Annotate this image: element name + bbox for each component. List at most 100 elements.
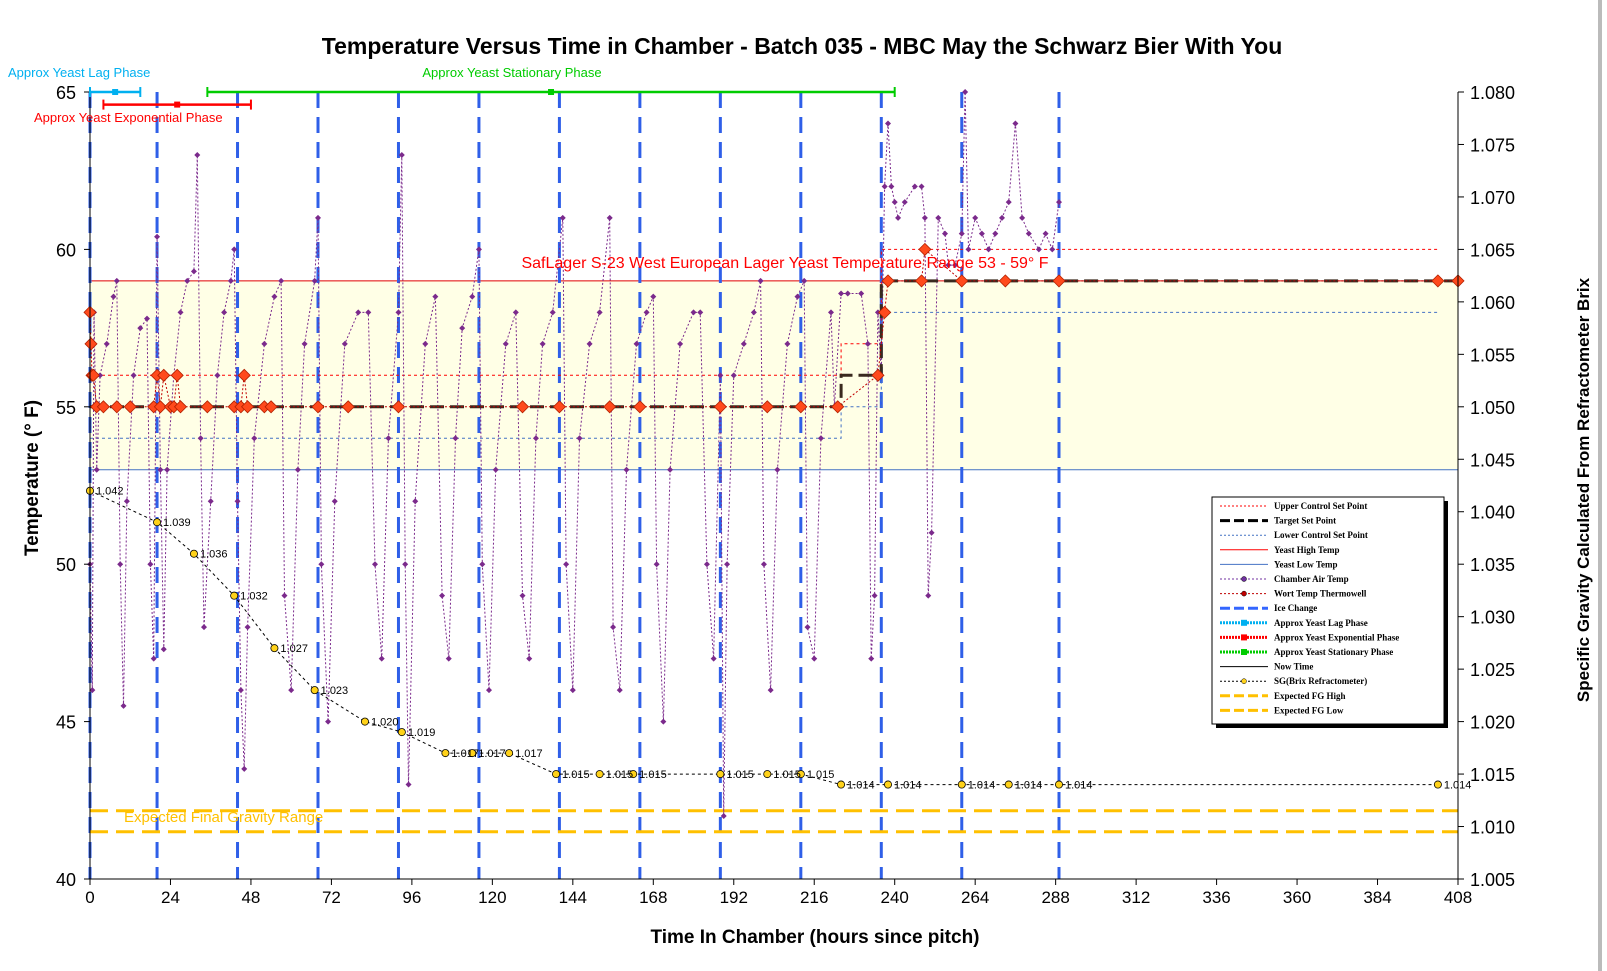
chamber-air-temp-point: [214, 372, 221, 379]
sg-data-label: 1.042: [96, 486, 124, 498]
chamber-air-temp-point: [194, 151, 201, 158]
sg-data-label: 1.017: [515, 748, 543, 760]
chamber-air-temp-point: [888, 183, 895, 190]
chamber-air-temp-point: [532, 435, 539, 442]
chart-title: Temperature Versus Time in Chamber - Bat…: [322, 33, 1283, 59]
y2-tick-label: 1.080: [1470, 83, 1515, 103]
wort-temp-point: [173, 400, 188, 414]
chamber-air-temp-point: [1019, 214, 1026, 221]
chamber-air-temp-point: [120, 702, 127, 709]
chamber-air-temp-point: [921, 214, 928, 221]
chamber-air-temp-point: [512, 309, 519, 316]
chamber-air-temp-point: [355, 309, 362, 316]
chamber-air-temp-point: [157, 466, 164, 473]
chamber-air-temp-point: [992, 230, 999, 237]
chamber-air-temp-point: [750, 309, 757, 316]
wort-temp-point: [831, 400, 845, 414]
legend-label: Upper Control Set Point: [1274, 501, 1367, 511]
legend: Upper Control Set Point Target Set Point L…: [1211, 496, 1448, 728]
legend-label: Expected FG Low: [1274, 705, 1344, 715]
legend-box: [1211, 496, 1445, 725]
chamber-air-temp-point: [288, 687, 295, 694]
sg-data-label: 1.014: [847, 780, 875, 792]
sg-point: [1055, 780, 1064, 789]
chamber-air-temp-point: [895, 214, 902, 221]
phase-label: Approx Yeast Stationary Phase: [422, 65, 601, 80]
chamber-air-temp-point: [294, 466, 301, 473]
chamber-air-temp-point: [281, 592, 288, 599]
phase-bar-marker: [112, 89, 119, 95]
x-tick-label: 264: [961, 888, 989, 907]
legend-label: Lower Control Set Point: [1274, 530, 1368, 540]
sg-point: [716, 770, 725, 779]
chamber-air-temp-point: [794, 293, 801, 300]
sg-point: [505, 749, 514, 758]
x-tick-label: 360: [1283, 888, 1311, 907]
chamber-air-temp-point: [486, 687, 492, 694]
chamber-air-temp-point: [690, 309, 697, 316]
y2-tick-label: 1.070: [1470, 188, 1515, 208]
chamber-air-temp-point: [315, 214, 321, 221]
x-tick-label: 192: [720, 888, 748, 907]
x-axis-title: Time In Chamber (hours since pitch): [650, 927, 979, 948]
chamber-air-temp-point: [774, 466, 781, 473]
chamber-air-temp-point: [958, 230, 965, 237]
chamber-air-temp-point: [318, 561, 325, 568]
chamber-air-temp-point: [241, 765, 248, 772]
y-tick-label: 40: [56, 870, 76, 890]
x-tick-label: 144: [559, 888, 587, 907]
chamber-air-temp-point: [1049, 246, 1056, 253]
chamber-air-temp-point: [261, 340, 268, 347]
chamber-air-temp-point: [653, 561, 660, 568]
wort-temp-point: [264, 400, 278, 414]
wort-temp-point: [760, 400, 774, 414]
chamber-air-temp-point: [760, 561, 767, 568]
phase-bar-marker: [174, 101, 181, 108]
sg-data-label: 1.015: [562, 769, 590, 781]
chamber-air-temp-point: [325, 718, 332, 725]
sg-point: [552, 770, 561, 779]
sg-data-label: 1.014: [1015, 780, 1043, 792]
wort-temp-point: [391, 400, 406, 414]
chamber-air-temp-point: [697, 309, 704, 316]
legend-label: Approx Yeast Exponential Phase: [1274, 632, 1399, 642]
chamber-air-temp-point: [677, 340, 684, 347]
y2-tick-label: 1.040: [1470, 503, 1515, 523]
sg-point: [957, 780, 966, 789]
legend-swatch-marker: [1241, 649, 1247, 655]
chamber-air-temp-point: [710, 655, 717, 662]
chamber-air-temp-point: [492, 466, 499, 473]
chamber-air-temp-point: [160, 646, 167, 653]
x-tick-label: 312: [1122, 888, 1150, 907]
sg-point: [230, 591, 239, 600]
chamber-air-temp-point: [549, 309, 556, 316]
chamber-air-temp-point: [144, 315, 150, 322]
chamber-air-temp-point: [801, 277, 808, 284]
chamber-air-temp-point: [479, 561, 486, 568]
chamber-air-temp-point: [445, 655, 452, 662]
legend-swatch-marker: [1241, 590, 1247, 597]
chamber-air-temp-point: [378, 655, 385, 662]
phase-label: Approx Yeast Lag Phase: [8, 65, 150, 80]
sg-point: [884, 780, 893, 789]
chamber-air-temp-point: [730, 372, 737, 379]
y2-tick-label: 1.055: [1470, 345, 1515, 365]
legend-label: Approx Yeast Lag Phase: [1274, 618, 1368, 628]
chamber-air-temp-point: [667, 466, 674, 473]
chamber-air-temp-point: [398, 151, 405, 158]
chamber-air-temp-point: [244, 624, 251, 631]
chamber-air-temp-point: [999, 214, 1005, 221]
sg-point: [629, 770, 638, 779]
chamber-air-temp-point: [885, 120, 891, 127]
chamber-air-temp-point: [757, 277, 764, 284]
wort-temp-point: [1431, 274, 1445, 288]
chamber-air-temp-point: [201, 624, 207, 631]
wort-temp-point: [123, 400, 137, 414]
y2-tick-label: 1.015: [1470, 765, 1515, 785]
y2-tick-label: 1.065: [1470, 240, 1515, 260]
legend-swatch-marker: [1241, 619, 1247, 626]
wort-temp-point: [96, 400, 110, 414]
chamber-air-temp-point: [439, 592, 446, 599]
chamber-air-temp-point: [164, 466, 171, 473]
chamber-air-temp-point: [93, 466, 100, 473]
